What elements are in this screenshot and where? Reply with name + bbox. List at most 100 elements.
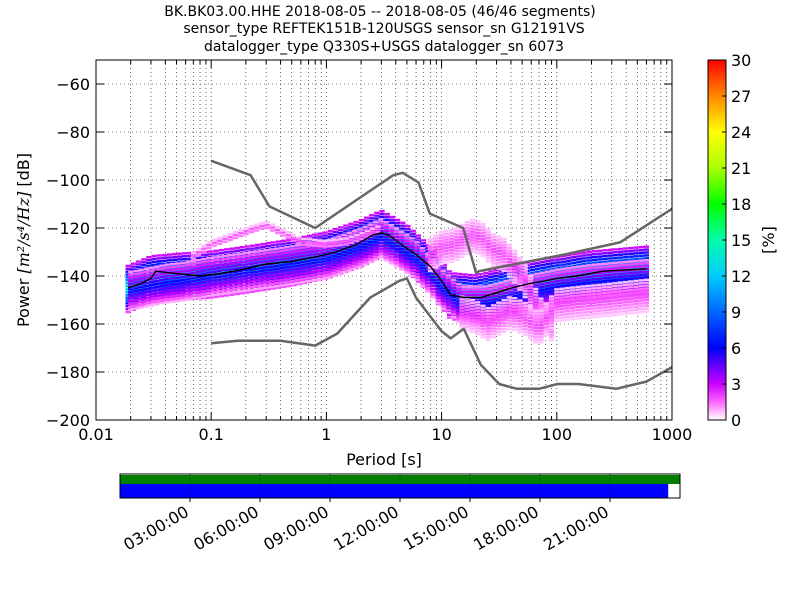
density-cell bbox=[331, 263, 337, 266]
density-cell bbox=[164, 292, 170, 295]
density-cell bbox=[326, 267, 332, 271]
density-cell bbox=[172, 293, 178, 296]
density-cell bbox=[281, 277, 287, 280]
density-cell bbox=[539, 274, 545, 277]
density-cell bbox=[372, 255, 379, 258]
density-cell bbox=[564, 304, 570, 307]
density-cell bbox=[548, 339, 555, 342]
density-cell bbox=[622, 312, 628, 315]
density-cell bbox=[522, 278, 528, 281]
density-cell bbox=[533, 293, 539, 296]
density-cell bbox=[195, 259, 201, 262]
density-cell bbox=[419, 267, 425, 270]
density-cell bbox=[362, 246, 368, 249]
density-cell bbox=[133, 301, 139, 304]
density-cell bbox=[156, 257, 162, 260]
density-cell bbox=[243, 227, 249, 230]
density-cell bbox=[148, 269, 155, 272]
density-cell bbox=[602, 274, 608, 277]
density-cell bbox=[575, 311, 581, 315]
density-cell bbox=[456, 317, 462, 320]
colorbar-tick-label: 21 bbox=[731, 159, 751, 178]
density-cell bbox=[580, 302, 586, 305]
density-cell bbox=[388, 247, 394, 250]
density-cell bbox=[393, 264, 399, 268]
density-cell bbox=[216, 267, 222, 270]
density-cell bbox=[379, 215, 385, 219]
density-cell bbox=[581, 260, 587, 263]
density-cell bbox=[454, 227, 460, 230]
chart-title-line-2: sensor_type REFTEK151B-120USGS sensor_sn… bbox=[183, 21, 584, 37]
density-cell bbox=[564, 301, 570, 304]
density-cell bbox=[221, 274, 228, 278]
density-cell bbox=[493, 280, 499, 283]
density-cell bbox=[464, 305, 470, 309]
density-cell bbox=[404, 259, 410, 263]
density-cell bbox=[320, 277, 326, 281]
density-cell bbox=[612, 261, 618, 265]
density-cell bbox=[310, 250, 316, 253]
density-cell bbox=[485, 338, 491, 342]
density-cell bbox=[454, 244, 460, 247]
density-cell bbox=[554, 291, 560, 294]
density-cell bbox=[440, 295, 446, 299]
density-cell bbox=[291, 255, 297, 258]
density-cell bbox=[310, 273, 316, 276]
density-cell bbox=[213, 249, 219, 252]
density-cell bbox=[270, 267, 276, 270]
density-cell bbox=[555, 258, 561, 261]
density-cell bbox=[270, 270, 276, 273]
chart-title-line-1: BK.BK03.00.HHE 2018-08-05 -- 2018-08-05 … bbox=[164, 4, 596, 20]
density-cell bbox=[346, 231, 353, 235]
density-cell bbox=[138, 303, 144, 306]
density-cell bbox=[222, 240, 228, 243]
density-cell bbox=[607, 270, 613, 274]
density-cell bbox=[359, 235, 365, 238]
density-cell bbox=[346, 249, 353, 252]
density-cell bbox=[169, 297, 175, 300]
density-cell bbox=[175, 288, 181, 291]
density-cell bbox=[512, 258, 518, 261]
density-cell bbox=[221, 254, 228, 258]
density-cell bbox=[464, 220, 470, 224]
density-cell bbox=[286, 241, 292, 245]
density-cell bbox=[491, 253, 497, 256]
density-cell bbox=[571, 299, 577, 302]
density-cell bbox=[443, 247, 449, 250]
density-cell bbox=[464, 249, 470, 252]
density-cell bbox=[190, 251, 196, 255]
density-cell bbox=[218, 248, 224, 252]
density-cell bbox=[248, 230, 254, 234]
density-cell bbox=[425, 270, 431, 273]
density-cell bbox=[229, 250, 235, 253]
density-cell bbox=[274, 270, 280, 273]
density-cell bbox=[169, 268, 175, 272]
density-cell bbox=[617, 284, 623, 287]
density-cell bbox=[443, 252, 449, 256]
density-cell bbox=[469, 299, 475, 302]
density-cell bbox=[253, 261, 259, 265]
density-cell bbox=[167, 267, 173, 271]
density-cell bbox=[501, 240, 507, 244]
density-cell bbox=[357, 239, 363, 243]
density-cell bbox=[286, 238, 292, 242]
density-cell bbox=[172, 290, 178, 293]
density-cell bbox=[501, 255, 507, 258]
density-cell bbox=[388, 227, 394, 230]
density-cell bbox=[543, 325, 549, 328]
density-cell bbox=[491, 250, 497, 253]
density-cell bbox=[533, 318, 539, 321]
density-cell bbox=[290, 233, 297, 237]
density-cell bbox=[506, 299, 512, 302]
density-cell bbox=[237, 267, 243, 270]
density-cell bbox=[464, 328, 470, 332]
density-cell bbox=[503, 280, 509, 283]
density-cell bbox=[638, 246, 644, 249]
density-cell bbox=[430, 278, 436, 282]
density-cell bbox=[612, 259, 618, 263]
density-cell bbox=[607, 279, 613, 282]
density-cell bbox=[367, 223, 373, 226]
density-cell bbox=[310, 267, 316, 271]
density-cell bbox=[560, 277, 567, 281]
density-cell bbox=[378, 250, 384, 253]
